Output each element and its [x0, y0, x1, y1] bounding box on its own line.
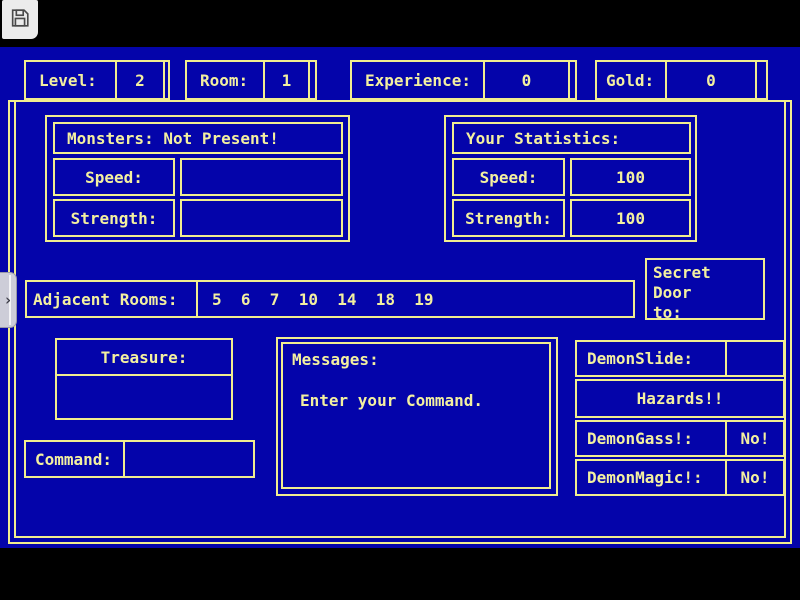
gold-value: 0: [665, 62, 755, 98]
monsters-panel: Monsters: Not Present! Speed: Strength:: [45, 115, 350, 242]
save-button[interactable]: [2, 0, 38, 39]
monster-strength-label: Strength:: [70, 208, 158, 228]
room-label: Room:: [200, 70, 249, 90]
messages-text: Enter your Command.: [300, 391, 484, 410]
player-strength-label-box: Strength:: [452, 199, 565, 237]
your-statistics-header-box: Your Statistics:: [452, 122, 691, 154]
your-statistics-panel: Your Statistics: Speed: 100 Strength: 10…: [444, 115, 697, 242]
floppy-disk-icon: [9, 7, 31, 33]
demonslide-label: DemonSlide:: [587, 349, 693, 368]
player-strength-value-box: 100: [570, 199, 691, 237]
player-speed-value: 100: [616, 167, 645, 187]
demonmagic-value: No!: [725, 461, 783, 494]
messages-header: Messages:: [292, 350, 379, 369]
room-value: 1: [263, 62, 308, 98]
hazards-header: Hazards!!: [636, 389, 724, 408]
monster-strength-label-box: Strength:: [53, 199, 175, 237]
monster-strength-value: [182, 201, 341, 235]
monster-speed-label: Speed:: [85, 167, 143, 187]
treasure-value: [57, 376, 231, 418]
adjacent-rooms-values: 5 6 7 10 14 18 19: [196, 282, 633, 316]
experience-box: Experience: 0: [350, 60, 577, 100]
player-speed-value-box: 100: [570, 158, 691, 196]
demonslide-value: [725, 342, 783, 375]
treasure-box: Treasure:: [55, 338, 233, 420]
messages-inner-border: Messages: Enter your Command.: [281, 342, 551, 489]
level-end-cell: [163, 62, 168, 98]
player-speed-label-box: Speed:: [452, 158, 565, 196]
monster-speed-value-box: [180, 158, 343, 196]
messages-box: Messages: Enter your Command.: [276, 337, 558, 496]
demongass-value: No!: [725, 422, 783, 455]
adjacent-rooms-box: Adjacent Rooms: 5 6 7 10 14 18 19: [25, 280, 635, 318]
gold-label: Gold:: [606, 70, 655, 90]
player-strength-value: 100: [616, 208, 645, 228]
side-drawer-tab[interactable]: ›: [0, 272, 17, 328]
adjacent-rooms-label: Adjacent Rooms:: [33, 289, 178, 309]
command-box: Command:: [24, 440, 255, 478]
demonmagic-label: DemonMagic!:: [587, 468, 703, 487]
monster-speed-value: [182, 160, 341, 194]
room-end-cell: [308, 62, 315, 98]
chevron-right-icon: ›: [3, 290, 13, 309]
level-value: 2: [115, 62, 163, 98]
secret-door-box: Secret Door to:: [645, 258, 765, 322]
secret-door-line2: to:: [653, 303, 682, 322]
treasure-header: Treasure:: [57, 340, 231, 376]
monsters-header-box: Monsters: Not Present!: [53, 122, 343, 154]
your-statistics-header: Your Statistics:: [466, 128, 621, 148]
monster-speed-label-box: Speed:: [53, 158, 175, 196]
demongass-label: DemonGass!:: [587, 429, 693, 448]
demonmagic-row: DemonMagic!: No!: [575, 459, 785, 496]
experience-value: 0: [483, 62, 568, 98]
level-box: Level: 2: [24, 60, 170, 100]
player-speed-label: Speed:: [479, 167, 538, 187]
gold-end-cell: [755, 62, 766, 98]
command-input[interactable]: [123, 442, 253, 476]
experience-end-cell: [568, 62, 575, 98]
secret-door-line1: Secret Door: [653, 263, 711, 302]
hazards-header-row: Hazards!!: [575, 379, 785, 418]
room-box: Room: 1: [185, 60, 317, 100]
experience-label: Experience:: [365, 70, 471, 90]
gold-box: Gold: 0: [595, 60, 768, 100]
tab-stripe: [9, 275, 11, 325]
player-strength-label: Strength:: [465, 208, 552, 228]
demongass-row: DemonGass!: No!: [575, 420, 785, 457]
monsters-header: Monsters: Not Present!: [67, 128, 279, 148]
monster-strength-value-box: [180, 199, 343, 237]
command-label: Command:: [35, 449, 113, 469]
demonslide-row: DemonSlide:: [575, 340, 785, 377]
level-label: Level:: [39, 70, 97, 90]
